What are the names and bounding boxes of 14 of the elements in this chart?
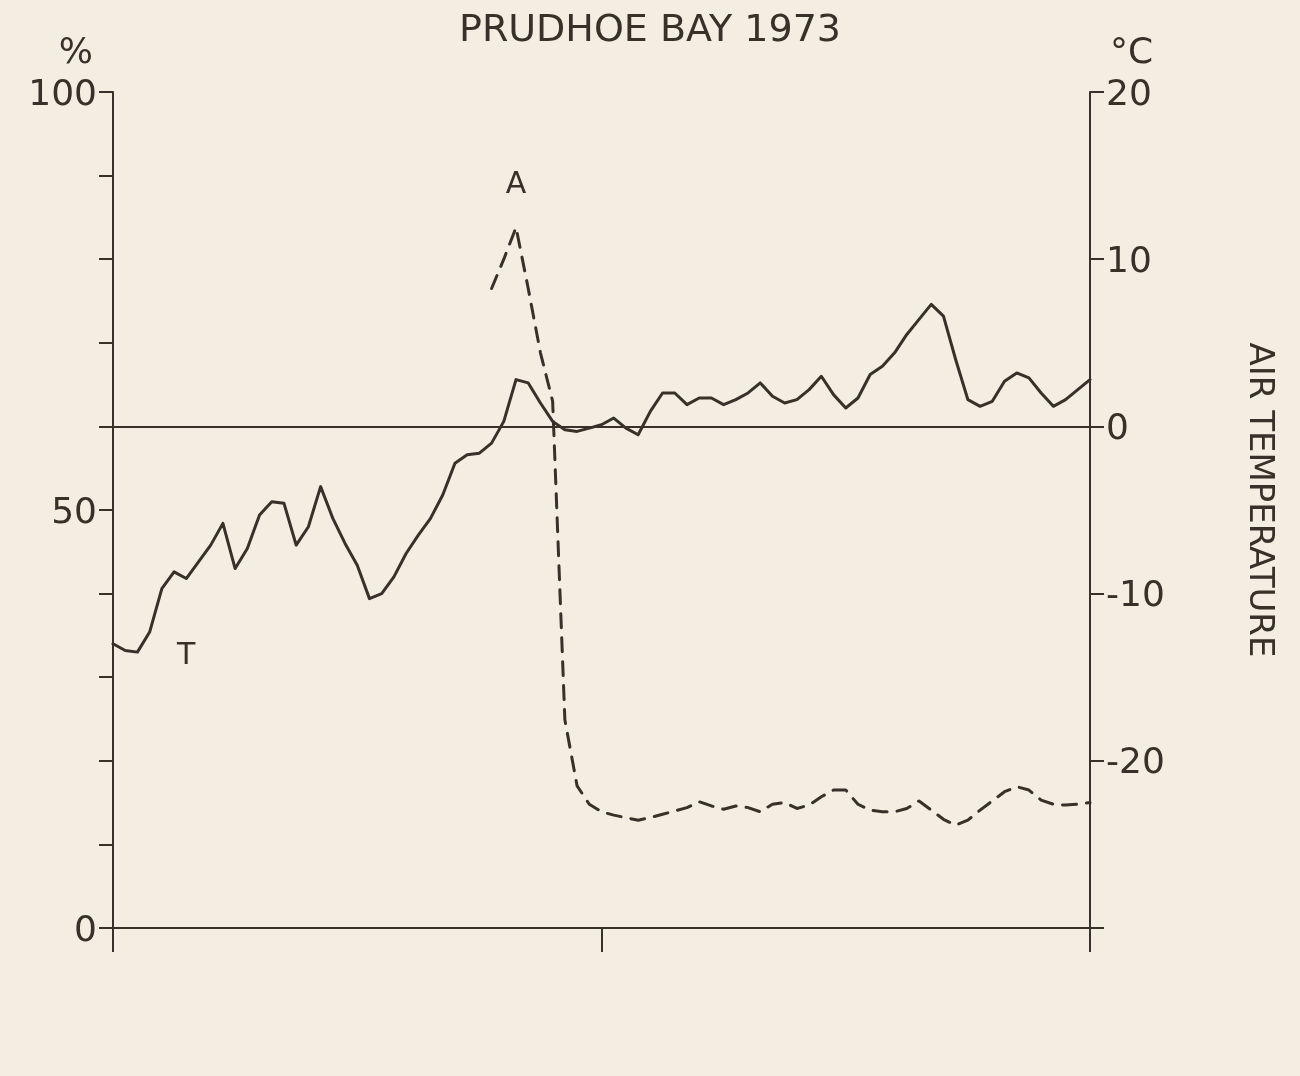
series-label: T — [176, 636, 197, 672]
text: AIR TEMPERATURE — [1242, 342, 1282, 658]
y-tick-label: 0 — [74, 907, 97, 949]
y-tick-label: 100 — [28, 71, 97, 113]
y-tick-label: 50 — [51, 489, 97, 531]
y2-tick-label: 10 — [1106, 238, 1152, 280]
y2-tick-label: -20 — [1106, 740, 1165, 782]
y-axis-title: % — [58, 29, 93, 71]
series-label: A — [505, 164, 527, 200]
y2-tick-label: -10 — [1106, 573, 1165, 615]
chart-title: PRUDHOE BAY 1973 — [458, 6, 842, 50]
y2-tick-label: 0 — [1106, 405, 1129, 447]
y2-tick-label: 20 — [1106, 71, 1152, 113]
y2-axis-title: °C — [1110, 29, 1154, 71]
